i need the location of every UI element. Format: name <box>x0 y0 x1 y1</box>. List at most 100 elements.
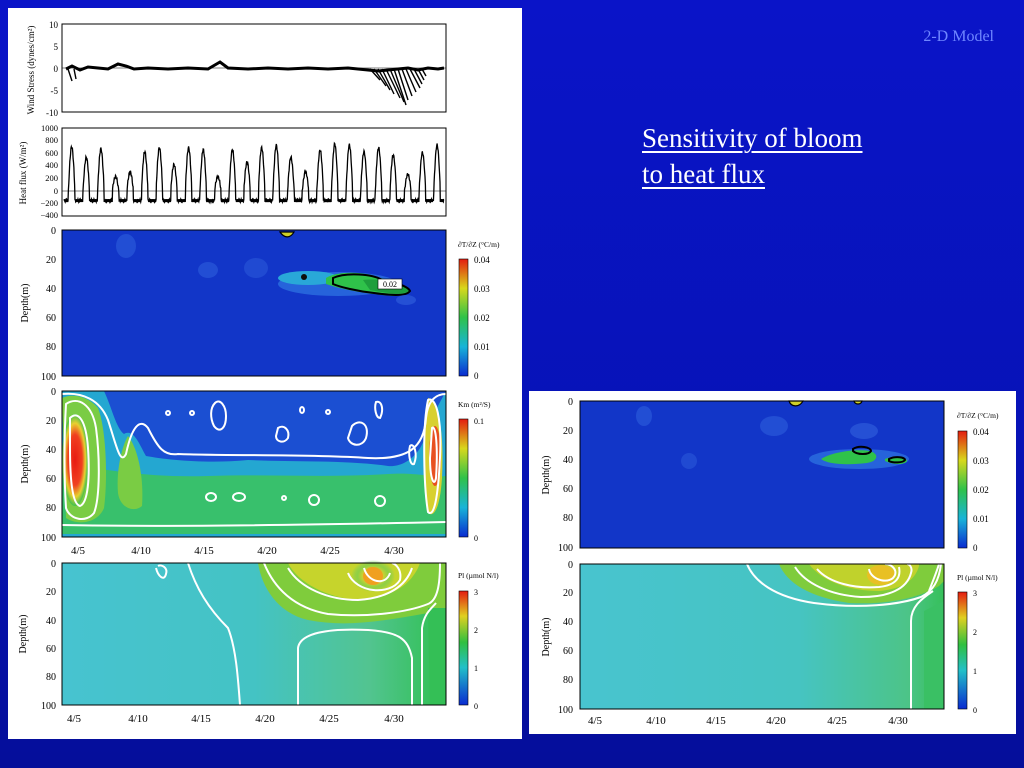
pl-ytick: 40 <box>563 617 573 628</box>
pl-colorbar-ticks-left: 3 2 1 0 <box>474 588 478 711</box>
right-figure-panel: 0 20 40 60 80 100 Depth(m) ∂T/∂Z (°C/m) … <box>529 391 1016 734</box>
colorbar-tick: 0 <box>973 543 978 553</box>
dtdz-ytick: 40 <box>563 455 573 466</box>
wind-ytick: 10 <box>49 20 59 30</box>
km-ytick: 100 <box>41 533 56 544</box>
pl-ytick: 100 <box>41 701 56 712</box>
heat-ytick: −200 <box>40 198 58 208</box>
wind-stress-sticks <box>67 68 427 106</box>
heat-flux-yticks: 1000 800 600 400 200 0 −200 −400 <box>40 123 58 220</box>
pl-ytick: 0 <box>568 560 573 571</box>
km-contours <box>61 392 447 527</box>
colorbar-tick: 0.02 <box>973 485 989 495</box>
colorbar-tick: 0.04 <box>474 255 490 265</box>
dtdz-colorbar-label: ∂T/∂Z (°C/m) <box>458 240 500 249</box>
colorbar-tick: 0.01 <box>973 514 989 524</box>
title-line-2: to heat flux <box>642 159 765 189</box>
pl-xtick: 4/20 <box>255 713 275 725</box>
dtdz-ytick: 40 <box>46 284 56 295</box>
dtdz-ytick: 100 <box>41 372 56 383</box>
pl-ytick: 40 <box>46 616 56 627</box>
km-colorbar <box>458 418 469 538</box>
colorbar-tick: 1 <box>474 664 478 673</box>
colorbar-tick: 0.04 <box>973 427 989 437</box>
pl-xticks-left: 4/5 4/10 4/15 4/20 4/25 4/30 <box>67 713 404 725</box>
dtdz-yticks-right: 0 20 40 60 80 100 <box>558 397 573 554</box>
km-plot: 0 20 40 60 80 100 Depth(m) Km (m²/S) 0.1… <box>20 387 491 557</box>
pl-ytick: 20 <box>563 588 573 599</box>
dtdz-ylabel-right: Depth(m) <box>541 456 552 495</box>
pl-plot-left: 0 20 40 60 80 100 Depth(m) Pl (µmol N/l)… <box>18 559 499 725</box>
pl-xtick: 4/25 <box>319 713 339 725</box>
heat-ytick: 1000 <box>41 123 58 133</box>
wind-stress-ylabel: Wind Stress (dynes/cm²) <box>26 26 36 115</box>
pl-contours-left <box>155 562 441 706</box>
colorbar-tick: 0.03 <box>474 284 490 294</box>
pl-xtick: 4/10 <box>128 713 148 725</box>
wind-ytick: 0 <box>54 64 59 74</box>
pl-ytick: 100 <box>558 705 573 716</box>
dtdz-ytick: 80 <box>46 342 56 353</box>
dtdz-ytick: 60 <box>563 484 573 495</box>
pl-ylabel-left: Depth(m) <box>18 615 29 654</box>
km-xtick: 4/5 <box>71 545 86 557</box>
dtdz-ytick: 60 <box>46 313 56 324</box>
km-xtick: 4/15 <box>194 545 214 557</box>
pl-xtick: 4/10 <box>646 715 666 727</box>
colorbar-tick: 0.02 <box>474 313 490 323</box>
pl-xtick: 4/15 <box>191 713 211 725</box>
dtdz-colorbar-right <box>957 430 968 549</box>
dtdz-yticks-left: 0 20 40 60 80 100 <box>41 226 56 383</box>
colorbar-tick: 2 <box>474 626 478 635</box>
dtdz-plot-left: 0.02 0 20 40 60 80 100 Depth(m) ∂T/∂Z (°… <box>20 226 500 383</box>
left-figure-panel: 10 5 0 -5 -10 Wind Stress (dynes/cm²) 10… <box>8 8 522 739</box>
wind-stress-yticks: 10 5 0 -5 -10 <box>46 20 59 118</box>
dtdz-contour-label: 0.02 <box>383 280 397 289</box>
km-ytick: 40 <box>46 445 56 456</box>
km-ytick: 60 <box>46 474 56 485</box>
pl-ytick: 20 <box>46 587 56 598</box>
pl-xtick: 4/15 <box>706 715 726 727</box>
dtdz-ylabel-left: Depth(m) <box>20 284 31 323</box>
dtdz-ytick: 80 <box>563 513 573 524</box>
pl-ytick: 80 <box>563 675 573 686</box>
wind-ytick: -10 <box>46 108 58 118</box>
right-figure: 0 20 40 60 80 100 Depth(m) ∂T/∂Z (°C/m) … <box>541 397 999 727</box>
heat-ytick: 800 <box>45 135 58 145</box>
pl-colorbar-left <box>458 590 469 706</box>
pl-xtick: 4/5 <box>67 713 82 725</box>
km-ytick: 0 <box>51 387 56 398</box>
colorbar-tick: 3 <box>474 588 478 597</box>
colorbar-tick: 0.01 <box>474 342 490 352</box>
pl-ytick: 0 <box>51 559 56 570</box>
km-xtick: 4/20 <box>257 545 277 557</box>
heat-flux-ylabel: Heat flux (W/m²) <box>18 142 28 205</box>
pl-colorbar-right <box>957 591 968 710</box>
km-xtick: 4/10 <box>131 545 151 557</box>
colorbar-tick: 0 <box>474 702 478 711</box>
heat-flux-plot: 1000 800 600 400 200 0 −200 −400 Heat fl… <box>18 123 447 220</box>
dtdz-colorbar <box>458 258 469 377</box>
pl-ytick: 60 <box>46 644 56 655</box>
pl-plot-right: 0 20 40 60 80 100 Depth(m) Pl (µmol N/l)… <box>541 560 998 727</box>
pl-ytick: 60 <box>563 646 573 657</box>
dtdz-plot-right: 0 20 40 60 80 100 Depth(m) ∂T/∂Z (°C/m) … <box>541 397 999 554</box>
pl-contours-right <box>746 563 942 709</box>
dtdz-colorbar-ticks: 0.04 0.03 0.02 0.01 0 <box>474 255 490 381</box>
pl-xtick: 4/25 <box>827 715 847 727</box>
heat-ytick: 0 <box>54 186 58 196</box>
pl-xtick: 4/5 <box>588 715 603 727</box>
pl-ytick: 80 <box>46 672 56 683</box>
dtdz-ytick: 20 <box>46 255 56 266</box>
colorbar-tick: 2 <box>973 628 977 637</box>
colorbar-tick: 0 <box>973 706 977 715</box>
pl-xticks-right: 4/5 4/10 4/15 4/20 4/25 4/30 <box>588 715 908 727</box>
wind-ytick: -5 <box>51 86 59 96</box>
dtdz-ytick: 100 <box>558 543 573 554</box>
pl-ylabel-right: Depth(m) <box>541 618 552 657</box>
wind-stress-plot: 10 5 0 -5 -10 Wind Stress (dynes/cm²) <box>26 20 447 118</box>
pl-xtick: 4/30 <box>888 715 908 727</box>
colorbar-tick: 3 <box>973 589 977 598</box>
dtdz-ytick: 0 <box>568 397 573 408</box>
km-xticks: 4/5 4/10 4/15 4/20 4/25 4/30 <box>71 545 404 557</box>
